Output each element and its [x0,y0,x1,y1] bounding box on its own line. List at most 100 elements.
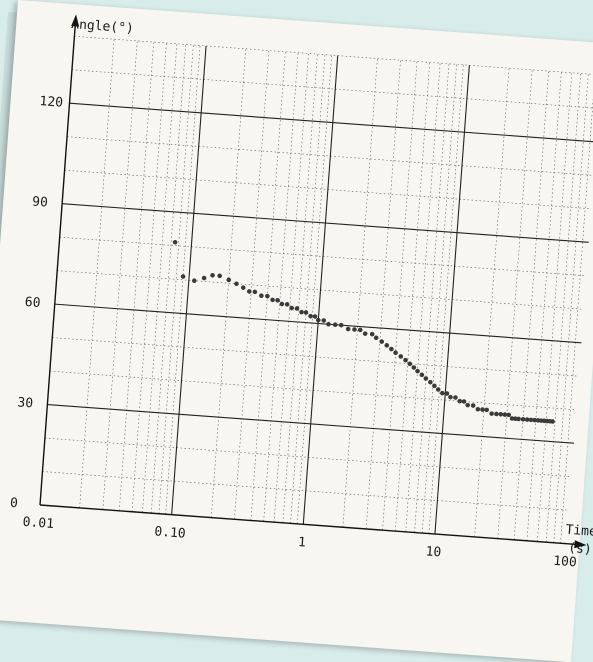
data-point [480,407,485,412]
minor-grid-line-x [405,63,441,532]
data-point [315,317,321,323]
y-axis-label: Angle(°) [71,17,135,37]
data-point [332,322,338,328]
data-point [475,406,481,412]
data-point [326,321,331,327]
x-axis-arrow [574,540,587,549]
minor-grid-line-x [382,61,418,531]
data-point [509,416,515,421]
data-point [362,331,368,336]
data-point [357,327,363,333]
data-point [484,407,489,413]
data-point [432,383,437,389]
y-tick-label: 90 [32,194,49,210]
minor-grid-line-x [142,43,178,513]
data-point [265,293,270,299]
tick-labels: 0.01 0.10 1 10 100 0 30 60 90 120 [9,94,578,571]
minor-grid-line-x [102,40,138,510]
x-tick-label: 0.10 [154,524,186,541]
minor-grid-line-x [282,54,318,523]
x-tick-label: 100 [553,554,578,571]
data-point [172,239,178,245]
y-axis-arrow [71,14,80,27]
minor-grid-line-x [497,69,533,539]
data-point [384,343,390,348]
data-point [389,346,394,352]
y-tick-label: 0 [9,496,18,512]
minor-grid-line-y [71,69,593,109]
data-point [550,419,555,424]
data-point [259,293,264,299]
data-point [506,412,512,418]
data-point [321,318,327,323]
plot-area: Angle(°) Time (s) 0.01 0.10 1 10 100 0 30 60 90 1… [9,14,593,571]
minor-grid-line-x [365,60,401,529]
data-point [279,301,285,307]
data-point [403,357,408,363]
minor-grid [42,35,593,544]
data-point [369,331,375,337]
data-point [338,322,344,328]
data-point [489,411,494,416]
x-axis-unit: (s) [568,541,593,558]
major-grid-line-x [171,45,207,515]
data-point [435,387,441,392]
minor-grid-line-x [421,64,457,534]
data-point [373,335,379,341]
data-points [172,239,555,424]
data-point [415,368,420,374]
data-point [516,416,521,422]
data-point [299,309,304,315]
minor-grid-line-y [74,35,593,76]
minor-grid-line-x [118,42,154,511]
data-point [428,379,433,385]
data-point [444,391,450,396]
data-point [226,277,232,283]
data-point [217,273,222,279]
data-point [180,274,186,279]
x-tick-label: 0.01 [22,515,54,532]
data-point [393,350,398,356]
minor-grid-line-x [150,44,186,514]
data-point [240,285,246,290]
major-grid-line-y [54,303,582,344]
axis-labels: Angle(°) Time (s) [71,17,593,558]
data-point [308,313,313,319]
data-point [294,306,300,311]
minor-grid-line-x [474,68,510,537]
major-grid-line-y [69,102,593,143]
data-point [252,289,258,295]
data-point [448,394,453,400]
data-point [423,376,429,381]
data-point [532,417,537,423]
major-grid [47,45,593,535]
data-point [345,326,351,332]
minor-grid-line-x [158,44,194,514]
data-point [398,354,404,359]
data-point [502,412,508,417]
minor-grid-line-x [210,48,246,518]
data-point [303,310,309,315]
data-point [457,398,463,404]
data-point [453,395,458,400]
data-point [234,281,239,287]
minor-grid-line-x [79,39,115,508]
data-point [289,305,294,311]
data-point [465,402,471,408]
data-point [407,361,413,367]
y-axis-line [39,24,76,506]
major-grid-line-x [302,55,339,525]
data-point [528,417,534,423]
data-point [520,416,526,422]
x-axis-label: Time [565,523,593,540]
minor-grid-line-x [545,73,581,543]
x-axis-line [39,504,577,546]
minor-grid-line-x [428,64,464,534]
y-tick-label: 30 [17,395,34,411]
y-tick-label: 60 [24,295,41,311]
x-tick-label: 1 [297,535,306,551]
major-grid-line-x [434,65,470,535]
data-point [246,289,252,294]
data-point [270,297,275,303]
data-point [461,399,467,404]
